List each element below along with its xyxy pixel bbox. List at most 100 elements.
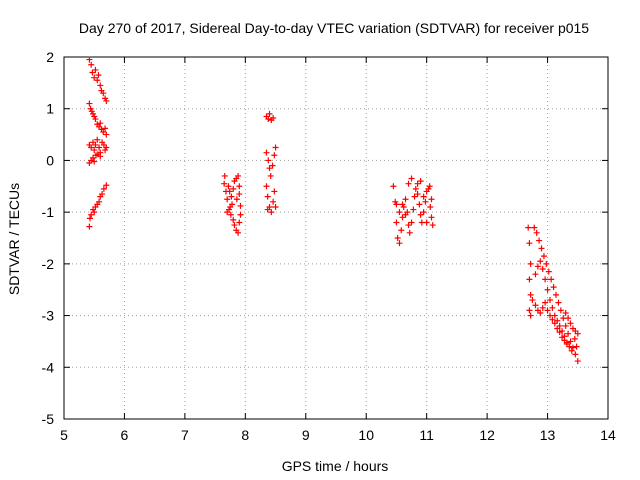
data-point <box>402 196 409 203</box>
data-point <box>414 180 421 187</box>
x-tick-label: 9 <box>302 427 310 443</box>
data-point <box>263 183 270 190</box>
data-point <box>92 66 99 73</box>
data-point <box>269 162 276 169</box>
data-point <box>221 180 228 187</box>
data-point <box>405 180 412 187</box>
y-tick-label: 2 <box>46 49 54 65</box>
data-point <box>270 115 277 122</box>
data-point <box>96 198 103 205</box>
data-point <box>267 172 274 179</box>
data-point <box>423 219 430 226</box>
data-point <box>230 185 237 192</box>
data-point <box>408 219 415 226</box>
data-point <box>88 61 95 68</box>
data-point <box>97 153 104 160</box>
data-point <box>408 175 415 182</box>
data-point <box>230 216 237 223</box>
data-point <box>526 240 533 247</box>
data-point <box>565 315 572 322</box>
data-point <box>543 260 550 267</box>
data-point <box>263 149 270 156</box>
data-point <box>97 82 104 89</box>
data-point <box>271 152 278 159</box>
data-point <box>231 222 238 229</box>
data-point <box>97 120 104 127</box>
data-point <box>272 144 279 151</box>
data-point <box>393 201 400 208</box>
data-point <box>92 141 99 148</box>
data-point <box>94 136 101 143</box>
x-axis-label: GPS time / hours <box>282 458 389 474</box>
data-point <box>237 202 244 209</box>
data-point <box>86 56 93 63</box>
data-point <box>236 191 243 198</box>
data-point <box>100 128 107 135</box>
chart-title: Day 270 of 2017, Sidereal Day-to-day VTE… <box>79 20 589 36</box>
data-point <box>100 90 107 97</box>
data-point <box>555 299 562 306</box>
x-tick-label: 8 <box>241 427 249 443</box>
data-point <box>549 304 556 311</box>
data-point <box>235 229 242 236</box>
data-point <box>91 147 98 154</box>
data-point <box>539 266 546 273</box>
y-tick-label: -3 <box>42 308 55 324</box>
data-point <box>565 330 572 337</box>
x-tick-label: 11 <box>419 427 434 443</box>
data-point <box>546 297 553 304</box>
x-tick-label: 6 <box>121 427 129 443</box>
x-tick-label: 5 <box>60 427 68 443</box>
x-tick-label: 13 <box>540 427 556 443</box>
data-point <box>420 193 427 200</box>
data-point <box>537 258 544 265</box>
data-point <box>272 203 279 210</box>
data-point <box>103 144 110 151</box>
data-point <box>405 222 412 229</box>
data-point <box>525 224 532 231</box>
data-point <box>103 97 110 104</box>
grid <box>64 57 608 419</box>
x-tick-label: 14 <box>600 427 616 443</box>
data-point <box>531 224 538 231</box>
data-point <box>416 201 423 208</box>
data-point <box>399 201 406 208</box>
data-point <box>542 276 549 283</box>
data-point <box>542 299 549 306</box>
data-point <box>562 322 569 329</box>
data-point <box>86 215 93 222</box>
data-point <box>545 268 552 275</box>
data-point <box>226 206 233 213</box>
data-point <box>265 116 272 123</box>
data-point <box>567 320 574 327</box>
data-point <box>394 235 401 241</box>
data-point <box>233 196 240 203</box>
data-point <box>539 304 546 311</box>
data-point <box>235 172 242 179</box>
data-point <box>224 196 231 203</box>
data-point <box>417 211 424 218</box>
data-point <box>393 219 400 226</box>
data-point <box>406 229 413 236</box>
data-point <box>88 211 95 218</box>
data-point <box>536 237 543 244</box>
data-point <box>556 329 563 336</box>
data-point <box>399 214 406 221</box>
y-axis-label: SDTVAR / TECUs <box>6 183 22 295</box>
data-point <box>91 74 98 81</box>
data-point <box>567 338 574 345</box>
data-point <box>226 188 233 195</box>
y-tick-label: -4 <box>42 359 55 375</box>
data-point <box>422 198 429 205</box>
data-point <box>236 219 243 226</box>
data-point <box>527 291 534 298</box>
data-point <box>396 240 403 247</box>
data-point <box>227 211 234 218</box>
data-point <box>546 312 553 319</box>
data-point <box>549 316 556 323</box>
data-point <box>571 335 578 342</box>
data-point <box>568 347 575 354</box>
data-point <box>573 343 580 350</box>
data-point <box>268 209 275 216</box>
